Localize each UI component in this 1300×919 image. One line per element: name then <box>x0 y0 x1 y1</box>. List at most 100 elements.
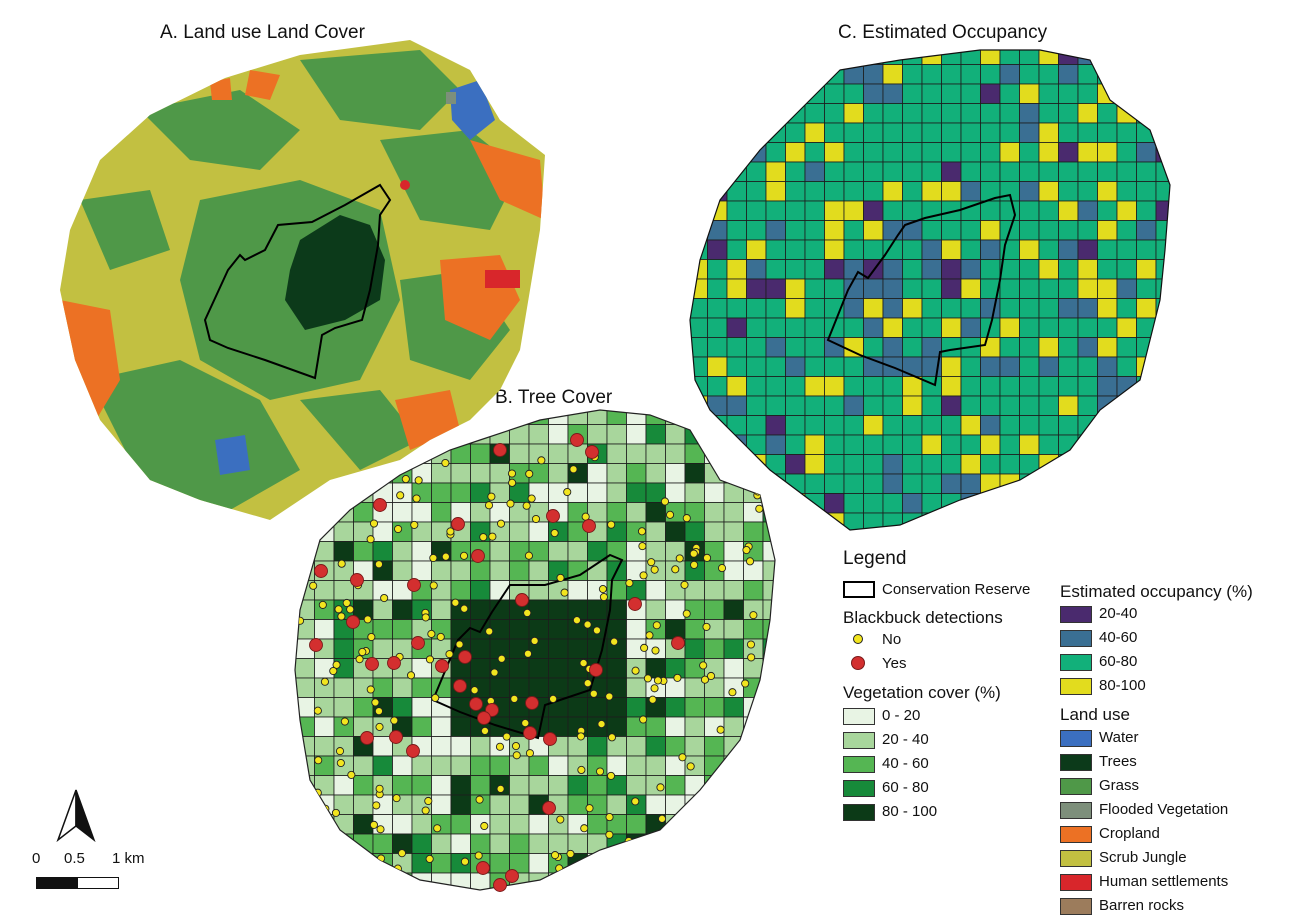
occupancy-cell <box>941 142 962 163</box>
occupancy-cell <box>1019 395 1040 416</box>
occupancy-cell <box>824 122 845 143</box>
detection-no-point <box>666 510 675 519</box>
occupancy-cell <box>960 181 981 202</box>
landuse-swatch <box>1060 754 1092 771</box>
occupancy-cell <box>921 434 942 455</box>
occupancy-cell <box>999 454 1020 475</box>
occupancy-cell <box>960 473 981 494</box>
occupancy-cell <box>921 415 942 436</box>
detection-no-point <box>597 720 606 729</box>
occupancy-cell <box>1155 50 1170 65</box>
occ-label: 60-80 <box>1099 653 1138 670</box>
occupancy-cell <box>765 181 786 202</box>
occupancy-cell <box>1097 356 1118 377</box>
occupancy-cell <box>804 317 825 338</box>
occupancy-cell <box>746 142 767 163</box>
occupancy-cell <box>726 200 747 221</box>
occupancy-cell <box>804 376 825 397</box>
occupancy-cell <box>1155 181 1170 202</box>
panel-a-title: A. Land use Land Cover <box>160 22 365 43</box>
detection-no-point <box>563 487 572 497</box>
occupancy-cell <box>863 83 884 104</box>
occupancy-cell <box>980 337 1001 358</box>
detection-no-point <box>572 616 581 625</box>
occupancy-cell <box>1077 200 1098 221</box>
detection-no-point <box>366 535 375 544</box>
occupancy-cell <box>690 337 708 358</box>
detection-no-point <box>459 551 469 560</box>
detection-yes-point <box>515 593 529 607</box>
detection-no-point <box>583 620 592 629</box>
occupancy-cell <box>999 434 1020 455</box>
occupancy-cell <box>824 278 845 299</box>
detection-no-point <box>313 706 322 715</box>
landuse-swatch <box>1060 802 1092 819</box>
occupancy-cell <box>785 356 806 377</box>
detection-no-point <box>523 608 532 618</box>
veg-label: 0 - 20 <box>882 707 921 724</box>
detection-no-point <box>488 532 497 541</box>
occupancy-cell <box>1136 103 1157 124</box>
occupancy-cell <box>902 103 923 124</box>
occupancy-cell <box>1116 122 1137 143</box>
veg-label: 80 - 100 <box>882 803 938 820</box>
occupancy-cell <box>690 278 708 299</box>
occupancy-cell <box>882 142 903 163</box>
detection-no-point <box>380 594 389 603</box>
occupancy-cell <box>921 259 942 280</box>
occupancy-cell <box>1038 64 1059 85</box>
occupancy-cell <box>1019 512 1040 530</box>
detection-no-point <box>689 549 698 558</box>
occupancy-cell <box>765 64 786 85</box>
detection-no-point <box>680 580 689 589</box>
occupancy-cell <box>843 298 864 319</box>
occupancy-cell <box>1136 142 1157 163</box>
veg-title: Vegetation cover (%) <box>843 683 1001 702</box>
occupancy-cell <box>785 317 806 338</box>
occupancy-cell <box>1077 239 1098 260</box>
occupancy-cell <box>921 493 942 514</box>
occupancy-cell <box>1077 473 1098 494</box>
detection-no-point <box>652 621 661 630</box>
occupancy-cell <box>902 278 923 299</box>
occupancy-cell <box>804 239 825 260</box>
occupancy-cell <box>902 64 923 85</box>
detection-no-point <box>524 551 533 560</box>
detection-no-point <box>374 707 383 716</box>
occ-swatch <box>1060 606 1092 623</box>
detection-no-point <box>638 542 647 551</box>
occupancy-cell <box>1019 83 1040 104</box>
occupancy-cell <box>921 161 942 182</box>
detection-no-point <box>512 751 521 760</box>
occupancy-cell <box>726 356 747 377</box>
occupancy-cell <box>1097 317 1118 338</box>
occupancy-cell <box>1058 83 1079 104</box>
occupancy-cell <box>1116 278 1137 299</box>
occupancy-cell <box>765 239 786 260</box>
veg-label: 20 - 40 <box>882 731 929 748</box>
occupancy-cell <box>785 298 806 319</box>
occupancy-cell <box>690 473 708 494</box>
detection-yes-point <box>453 679 467 693</box>
occupancy-cell <box>980 434 1001 455</box>
detection-no-point <box>576 732 585 741</box>
occupancy-cell <box>690 83 708 104</box>
occupancy-cell <box>824 493 845 514</box>
occupancy-cell <box>960 454 981 475</box>
occupancy-cell <box>690 64 708 85</box>
occupancy-cell <box>726 64 747 85</box>
detection-no-point <box>506 499 515 508</box>
detection-yes-point <box>451 517 465 531</box>
occupancy-cell <box>960 434 981 455</box>
detection-no-point <box>470 686 479 695</box>
detection-no-point <box>497 654 506 663</box>
occupancy-cell <box>1038 337 1059 358</box>
occupancy-cell <box>902 200 923 221</box>
occupancy-cell <box>1077 356 1098 377</box>
occupancy-cell <box>707 473 728 494</box>
occupancy-cell <box>746 122 767 143</box>
detection-yes-point <box>546 509 560 523</box>
detection-no-point <box>741 679 750 688</box>
detection-no-point <box>336 758 345 768</box>
occupancy-cell <box>902 395 923 416</box>
